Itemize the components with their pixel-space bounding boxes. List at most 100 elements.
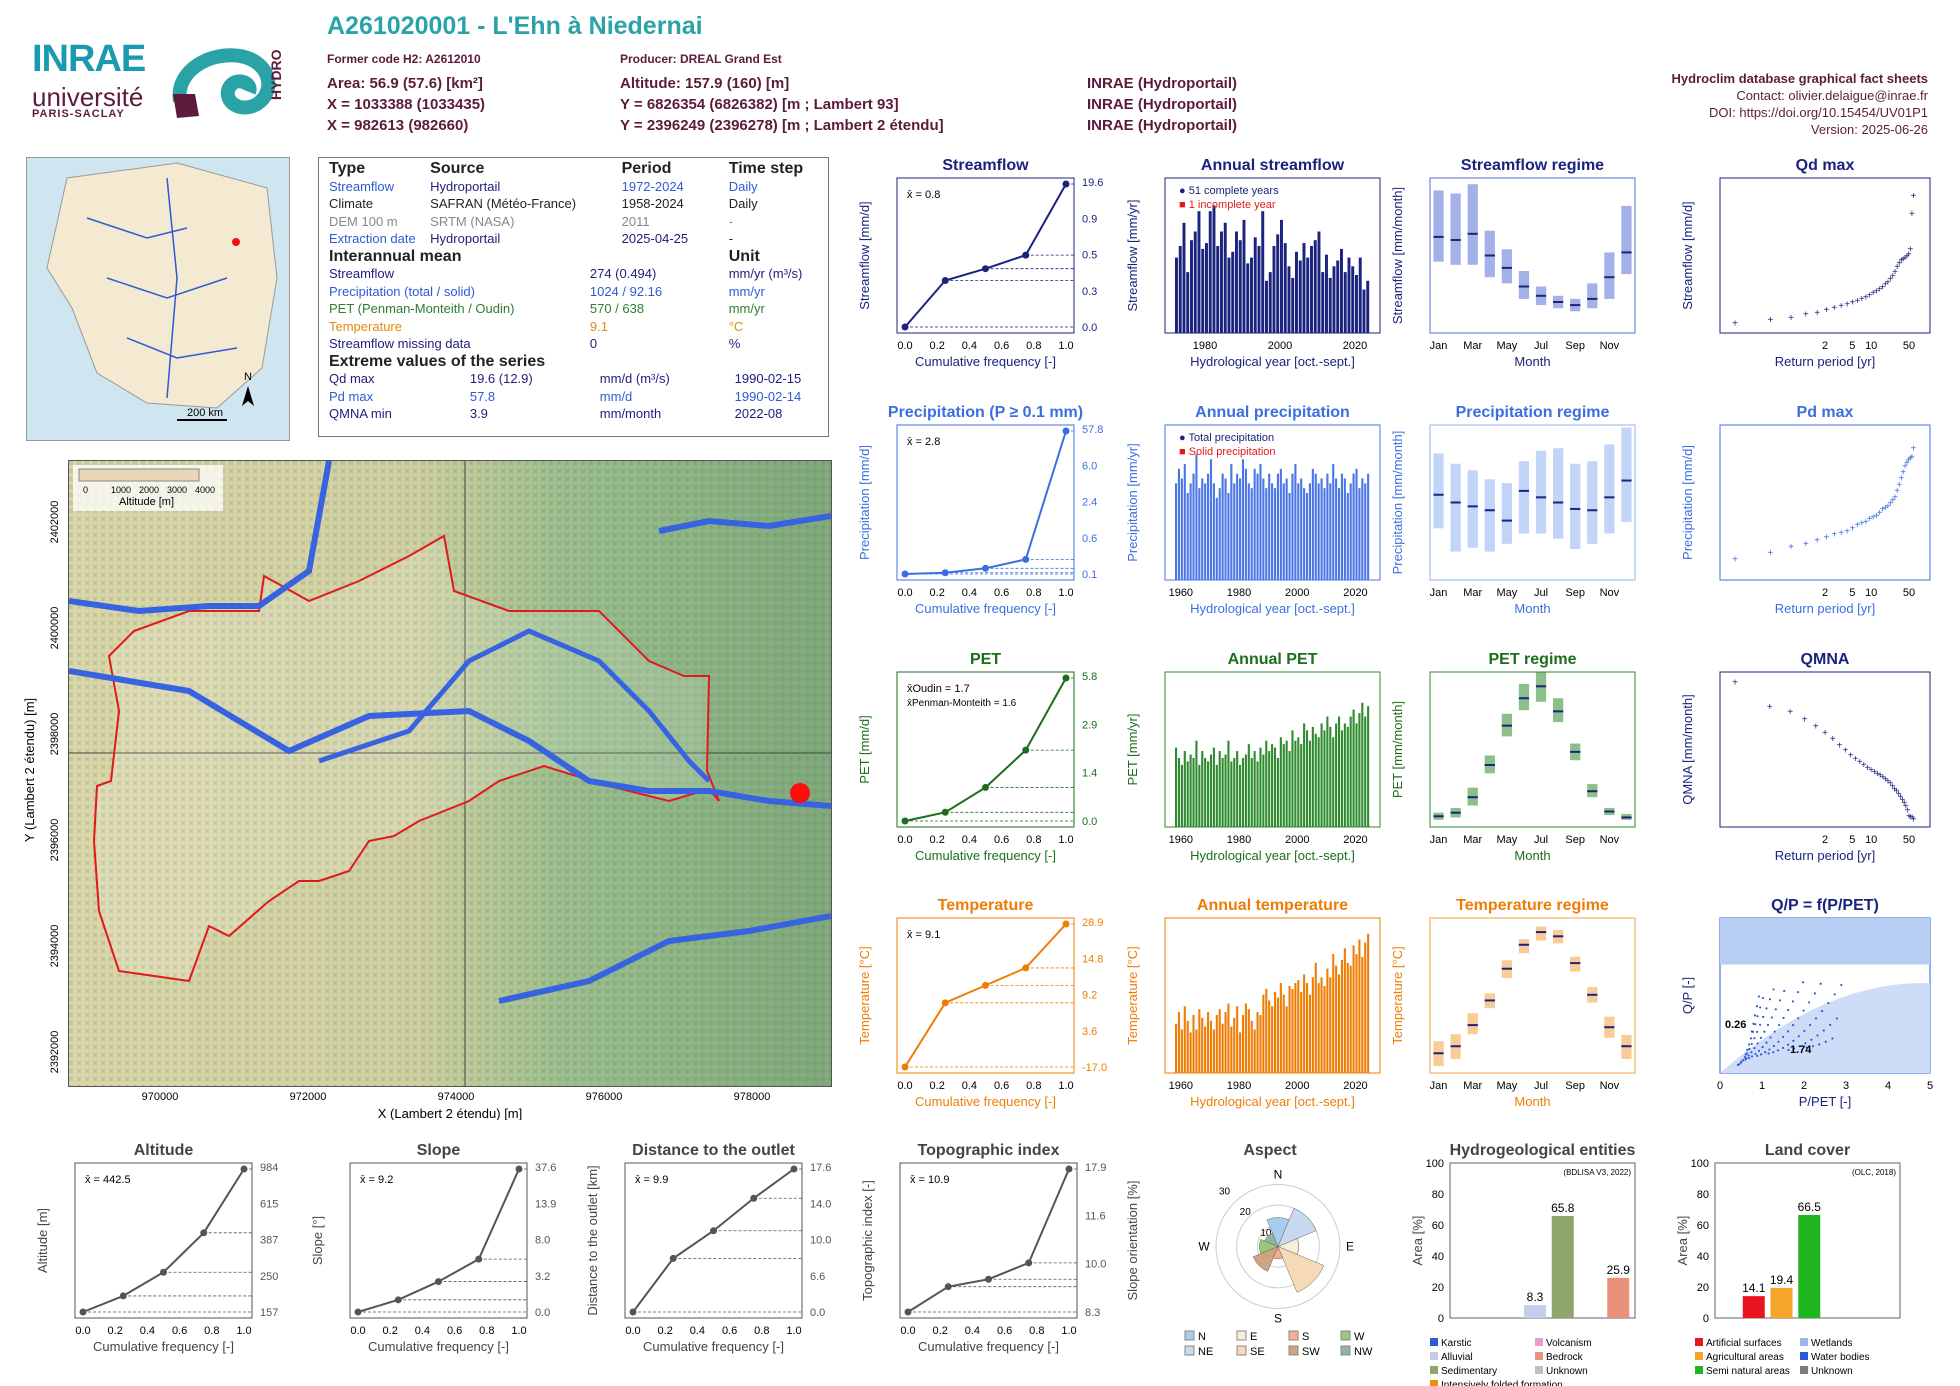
- bar: [1291, 730, 1294, 827]
- catchment-map: 0 1000 2000 3000 4000 Altitude [m]: [68, 460, 832, 1087]
- y2-text: Y = 2396249 (2396278) [m ; Lambert 2 éte…: [620, 117, 944, 134]
- bar: [1178, 246, 1182, 333]
- qp-point: [1813, 992, 1816, 995]
- bar: [1175, 747, 1178, 827]
- ring: [1236, 1204, 1320, 1289]
- x-tick: 0.2: [383, 1325, 398, 1337]
- map-legend-title: Altitude [m]: [119, 496, 174, 508]
- bar: [1238, 240, 1242, 333]
- chart-title: Temperature regime: [1456, 897, 1609, 914]
- bar: [1323, 488, 1326, 580]
- scatter-point: +: [1859, 519, 1865, 530]
- month-tick: Jul: [1534, 340, 1548, 352]
- contact-link[interactable]: Contact: olivier.delaigue@inrae.fr: [1736, 88, 1928, 103]
- x-tick: 1.0: [1058, 340, 1073, 352]
- mean-label-2: x̄Penman-Monteith = 1.6: [907, 698, 1017, 709]
- bar: [1177, 1012, 1181, 1073]
- bar: [1227, 257, 1231, 333]
- scatter-point: +: [1863, 517, 1869, 528]
- scatter-point: +: [1732, 678, 1738, 689]
- scatter-point: +: [1842, 746, 1848, 757]
- cell: mm/yr: [728, 283, 765, 299]
- map-x-label: X (Lambert 2 étendu) [m]: [378, 1106, 523, 1120]
- inrae-logo: INRAE: [32, 38, 146, 80]
- scatter-point: +: [1870, 288, 1876, 299]
- cdf-line: [82, 1168, 245, 1313]
- scatter-point: +: [1853, 754, 1859, 765]
- bar: [1340, 959, 1344, 1073]
- x-tick: 0.8: [1026, 340, 1041, 352]
- map-y-tick: 2396000: [49, 819, 61, 862]
- qp-point: [1768, 998, 1771, 1001]
- bar: [1352, 473, 1355, 580]
- qp-point: [1829, 1023, 1832, 1026]
- qp-point: [1757, 995, 1760, 998]
- th-type: Type: [329, 160, 366, 177]
- bar: [1233, 1017, 1236, 1073]
- x-tick: 2000: [1285, 587, 1309, 599]
- x-tick: 0.4: [962, 1080, 977, 1092]
- box: [1535, 450, 1547, 534]
- universite-logo: université: [32, 82, 144, 112]
- qp-point: [1764, 1051, 1767, 1054]
- legend-entry: NE: [1198, 1346, 1213, 1358]
- qp-point: [1783, 989, 1786, 992]
- x-axis-label: Cumulative frequency [-]: [915, 601, 1056, 616]
- qp-point: [1740, 1061, 1743, 1064]
- box: [1518, 683, 1530, 711]
- bar: [1332, 266, 1336, 333]
- right-tick: 17.9: [1085, 1162, 1106, 1174]
- bar: [1358, 488, 1361, 580]
- box: [1535, 926, 1547, 941]
- bar: [1250, 757, 1253, 827]
- legend-entry: NW: [1354, 1346, 1373, 1358]
- month-tick: Mar: [1463, 340, 1482, 352]
- right-tick: 0.1: [1082, 569, 1097, 581]
- map-axes: 9700009720009740009760009780009800009820…: [22, 501, 770, 1120]
- bar: [1300, 991, 1303, 1073]
- bar: [1192, 1015, 1195, 1073]
- doi-link[interactable]: DOI: https://doi.org/10.15454/UV01P1: [1709, 105, 1928, 120]
- legend-entry: Artificial surfaces: [1706, 1338, 1782, 1349]
- scatter-point: +: [1813, 721, 1819, 732]
- y-axis-label: Temperature [°C]: [857, 946, 872, 1044]
- y-tick: 80: [1432, 1189, 1444, 1201]
- bar: [1212, 747, 1215, 827]
- bar: [1276, 757, 1279, 827]
- map-y-tick: 2400000: [49, 607, 61, 650]
- qp-point: [1835, 1017, 1838, 1020]
- scatter-point: +: [1894, 786, 1900, 797]
- scatter-point: +: [1908, 812, 1914, 823]
- x-tick: 0.0: [75, 1325, 90, 1337]
- chart-title: Annual streamflow: [1201, 157, 1345, 174]
- producer: Producer: DREAL Grand Est: [620, 52, 782, 66]
- bar: [1256, 761, 1259, 827]
- scatter-point: +: [1880, 283, 1886, 294]
- qp-point: [1749, 1037, 1752, 1040]
- map-x-tick: 970000: [142, 1091, 179, 1103]
- right-tick: 0.9: [1082, 213, 1097, 225]
- bar: [1204, 483, 1207, 580]
- y-tick: 0: [1438, 1313, 1444, 1325]
- bar: [1294, 983, 1297, 1073]
- box: [1501, 249, 1512, 284]
- x-tick: 5: [1927, 1080, 1933, 1092]
- plot-frame: [1429, 671, 1636, 828]
- bar: [1279, 737, 1282, 827]
- y-tick: 80: [1697, 1189, 1709, 1201]
- scatter-point: +: [1732, 318, 1738, 329]
- bar: [1244, 1003, 1247, 1073]
- bar: [1364, 942, 1367, 1073]
- chart-title: Altitude: [134, 1142, 194, 1159]
- cell: 57.8: [469, 388, 496, 404]
- scatter-point: +: [1830, 734, 1836, 745]
- x-tick: 1.0: [236, 1325, 251, 1337]
- bar: [1285, 478, 1288, 580]
- bar: [1259, 1015, 1262, 1073]
- cell: 9.1: [589, 318, 608, 334]
- bar: [1310, 246, 1313, 333]
- legend-swatch: [1535, 1366, 1543, 1374]
- y-axis-label: Q/P [-]: [1680, 977, 1695, 1014]
- bar: [1197, 211, 1201, 333]
- right-tick: 28.9: [1082, 917, 1103, 929]
